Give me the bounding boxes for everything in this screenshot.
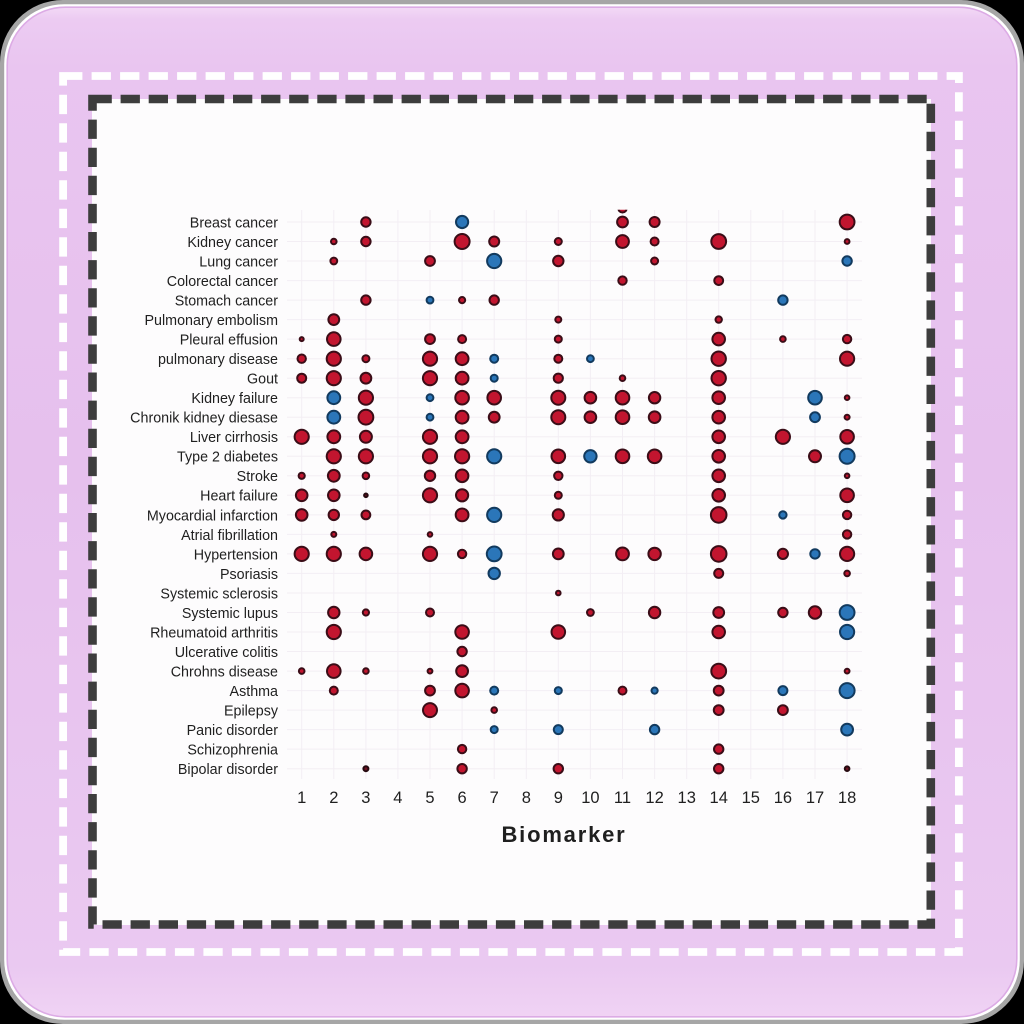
svg-text:12: 12 — [645, 789, 663, 807]
svg-text:Psoriasis: Psoriasis — [220, 567, 278, 583]
svg-text:3: 3 — [361, 789, 370, 807]
svg-text:Hypertension: Hypertension — [194, 547, 278, 563]
svg-text:10: 10 — [581, 789, 599, 807]
svg-text:Gout: Gout — [247, 372, 278, 388]
svg-text:2: 2 — [329, 789, 338, 807]
svg-text:5: 5 — [425, 789, 434, 807]
svg-text:9: 9 — [554, 789, 563, 807]
svg-text:Stroke: Stroke — [237, 469, 278, 485]
svg-text:Myocardial infarction: Myocardial infarction — [147, 508, 278, 524]
svg-text:Bipolar disorder: Bipolar disorder — [178, 762, 278, 778]
svg-text:Kidney failure: Kidney failure — [191, 391, 278, 407]
svg-text:15: 15 — [742, 789, 760, 807]
svg-text:Colorectal cancer: Colorectal cancer — [167, 274, 278, 290]
svg-text:1: 1 — [297, 789, 306, 807]
svg-text:11: 11 — [614, 789, 631, 807]
svg-text:Epilepsy: Epilepsy — [224, 704, 279, 720]
svg-text:Pulmonary embolism: Pulmonary embolism — [145, 313, 278, 329]
svg-text:Biomarker: Biomarker — [501, 822, 626, 847]
svg-text:Chronik kidney diesase: Chronik kidney diesase — [130, 411, 278, 427]
svg-text:Kidney cancer: Kidney cancer — [187, 235, 278, 251]
svg-text:Chrohns disease: Chrohns disease — [171, 665, 278, 681]
svg-text:13: 13 — [678, 789, 696, 807]
svg-text:Panic disorder: Panic disorder — [187, 723, 279, 739]
svg-text:4: 4 — [393, 789, 402, 807]
svg-text:Heart failure: Heart failure — [200, 489, 278, 505]
svg-text:Systemic lupus: Systemic lupus — [182, 606, 278, 622]
svg-text:Ulcerative colitis: Ulcerative colitis — [175, 645, 278, 661]
svg-text:Type 2 diabetes: Type 2 diabetes — [177, 450, 278, 466]
svg-text:18: 18 — [838, 789, 856, 807]
svg-text:Asthma: Asthma — [230, 684, 279, 700]
svg-text:Breast cancer: Breast cancer — [190, 215, 278, 231]
svg-text:Schizophrenia: Schizophrenia — [187, 743, 278, 759]
svg-text:16: 16 — [774, 789, 792, 807]
svg-text:14: 14 — [710, 789, 728, 807]
svg-text:pulmonary disease: pulmonary disease — [158, 352, 278, 368]
svg-text:Lung cancer: Lung cancer — [199, 254, 278, 270]
svg-text:8: 8 — [522, 789, 531, 807]
svg-text:Systemic sclerosis: Systemic sclerosis — [160, 586, 278, 602]
svg-text:6: 6 — [458, 789, 467, 807]
svg-text:Atrial fibrillation: Atrial fibrillation — [181, 528, 278, 544]
svg-text:Stomach cancer: Stomach cancer — [175, 294, 279, 310]
svg-text:Liver cirrhosis: Liver cirrhosis — [190, 430, 278, 446]
svg-text:17: 17 — [806, 789, 824, 807]
svg-text:Rheumatoid arthritis: Rheumatoid arthritis — [150, 625, 278, 641]
svg-text:Pleural effusion: Pleural effusion — [180, 333, 278, 349]
svg-text:7: 7 — [490, 789, 499, 807]
